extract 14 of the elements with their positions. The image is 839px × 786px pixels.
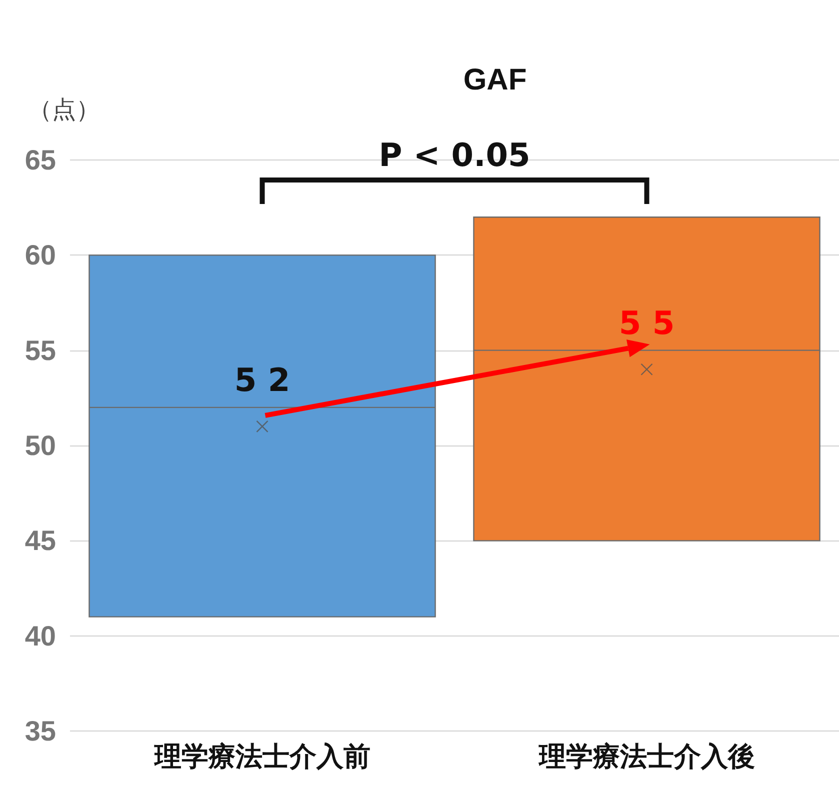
x-tick-label: 理学療法士介入前: [153, 742, 370, 772]
y-tick-label: 60: [24, 240, 56, 271]
y-tick-label: 45: [24, 525, 56, 556]
chart-title: GAF: [463, 64, 527, 96]
y-tick-label: 40: [24, 620, 56, 652]
x-tick-label: 理学療法士介入後: [538, 742, 755, 772]
annotation: 5 5: [618, 304, 675, 342]
y-axis-title: （点）: [28, 96, 100, 124]
y-tick-label: 55: [24, 334, 56, 366]
annotation: 5 2: [234, 361, 290, 400]
annotation: P < 0.05: [378, 136, 530, 174]
y-tick-label: 50: [24, 430, 56, 461]
y-tick-label: 35: [24, 716, 56, 746]
y-tick-label: 65: [24, 144, 56, 176]
